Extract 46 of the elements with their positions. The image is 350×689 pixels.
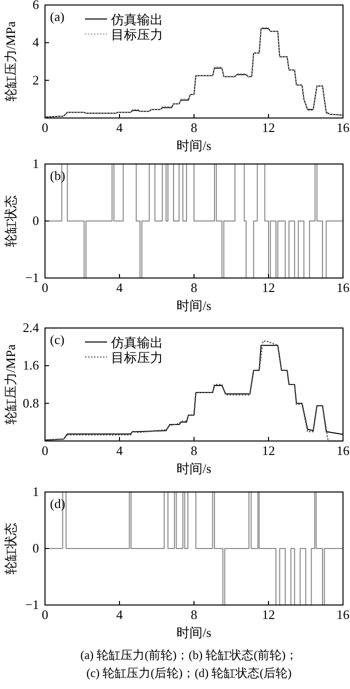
x-tick-label: 12 — [262, 443, 275, 458]
annotation: (a) — [50, 9, 64, 24]
annotation: (d) — [50, 496, 66, 511]
y-tick-label: 0 — [32, 540, 39, 556]
annotation: (b) — [50, 168, 66, 183]
x-axis-title: 时间/s — [176, 138, 212, 153]
x-tick-label: 12 — [262, 280, 275, 295]
x-tick-label: 4 — [116, 443, 124, 458]
x-tick-label: 16 — [336, 280, 350, 295]
x-tick-label: 16 — [336, 607, 350, 622]
x-axis-title: 时间/s — [176, 625, 212, 640]
legend-label: 目标压力 — [111, 350, 163, 365]
legend-label: 仿真输出 — [110, 335, 163, 350]
x-tick-label: 8 — [190, 280, 198, 295]
legend-label: 目标压力 — [111, 27, 163, 42]
y-tick-label: 2.4 — [22, 320, 40, 335]
y-axis-title: 轮缸压力/MPa — [3, 344, 18, 425]
y-tick-label: −1 — [25, 270, 39, 285]
y-axis-title: 轮缸状态 — [3, 522, 18, 574]
x-tick-label: 16 — [336, 120, 350, 135]
x-axis-title: 时间/s — [176, 461, 212, 476]
y-tick-label: 6 — [32, 0, 40, 12]
text: (c) 轮缸压力(后轮)；(d) 轮缸状态(后轮) — [86, 666, 292, 680]
x-tick-label: 8 — [190, 443, 198, 458]
y-tick-label: 1 — [32, 484, 39, 499]
x-tick-label: 12 — [262, 607, 275, 622]
y-tick-label: 4 — [32, 34, 40, 50]
x-tick-label: 12 — [262, 120, 275, 135]
annotation: (c) — [50, 332, 64, 347]
x-tick-label: 4 — [116, 120, 124, 135]
y-tick-label: −1 — [25, 597, 39, 612]
y-axis-title: 轮缸压力/MPa — [3, 21, 18, 102]
y-tick-label: 0.8 — [22, 395, 39, 410]
x-tick-label: 16 — [336, 443, 350, 458]
x-axis-title: 时间/s — [176, 298, 212, 313]
x-tick-label: 8 — [190, 607, 198, 622]
y-axis-title: 轮缸状态 — [3, 195, 18, 247]
text: (a) 轮缸压力(前轮)；(b) 轮缸状态(前轮)； — [80, 648, 298, 662]
y-tick-label: 2 — [32, 72, 39, 88]
x-tick-label: 4 — [116, 607, 124, 622]
x-tick-label: 8 — [190, 120, 198, 135]
legend-label: 仿真输出 — [110, 12, 163, 27]
y-tick-label: 0 — [32, 213, 39, 228]
y-tick-label: 1.6 — [22, 358, 40, 373]
x-tick-label: 4 — [116, 280, 124, 295]
y-tick-label: 1 — [32, 156, 39, 171]
